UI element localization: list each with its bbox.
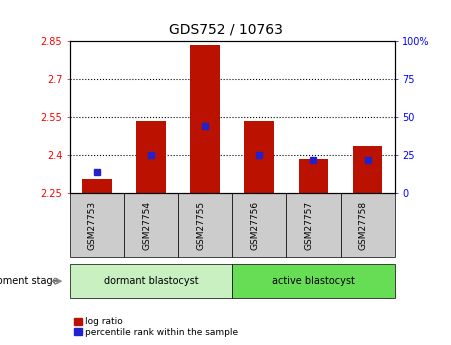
- Bar: [353, 146, 382, 193]
- Text: GSM27753: GSM27753: [88, 200, 97, 250]
- Bar: [190, 45, 220, 193]
- Text: GSM27756: GSM27756: [250, 200, 259, 250]
- Legend: log ratio, percentile rank within the sample: log ratio, percentile rank within the sa…: [74, 317, 239, 337]
- Text: GSM27758: GSM27758: [359, 200, 368, 250]
- Bar: [299, 159, 328, 193]
- Text: GSM27757: GSM27757: [304, 200, 313, 250]
- Bar: [136, 121, 166, 193]
- Text: development stage: development stage: [0, 276, 59, 286]
- Text: GSM27755: GSM27755: [196, 200, 205, 250]
- Bar: [82, 179, 112, 193]
- Text: active blastocyst: active blastocyst: [272, 276, 355, 286]
- Text: GSM27754: GSM27754: [142, 200, 151, 250]
- Text: GDS752 / 10763: GDS752 / 10763: [169, 22, 282, 37]
- Text: dormant blastocyst: dormant blastocyst: [104, 276, 198, 286]
- Bar: [244, 121, 274, 193]
